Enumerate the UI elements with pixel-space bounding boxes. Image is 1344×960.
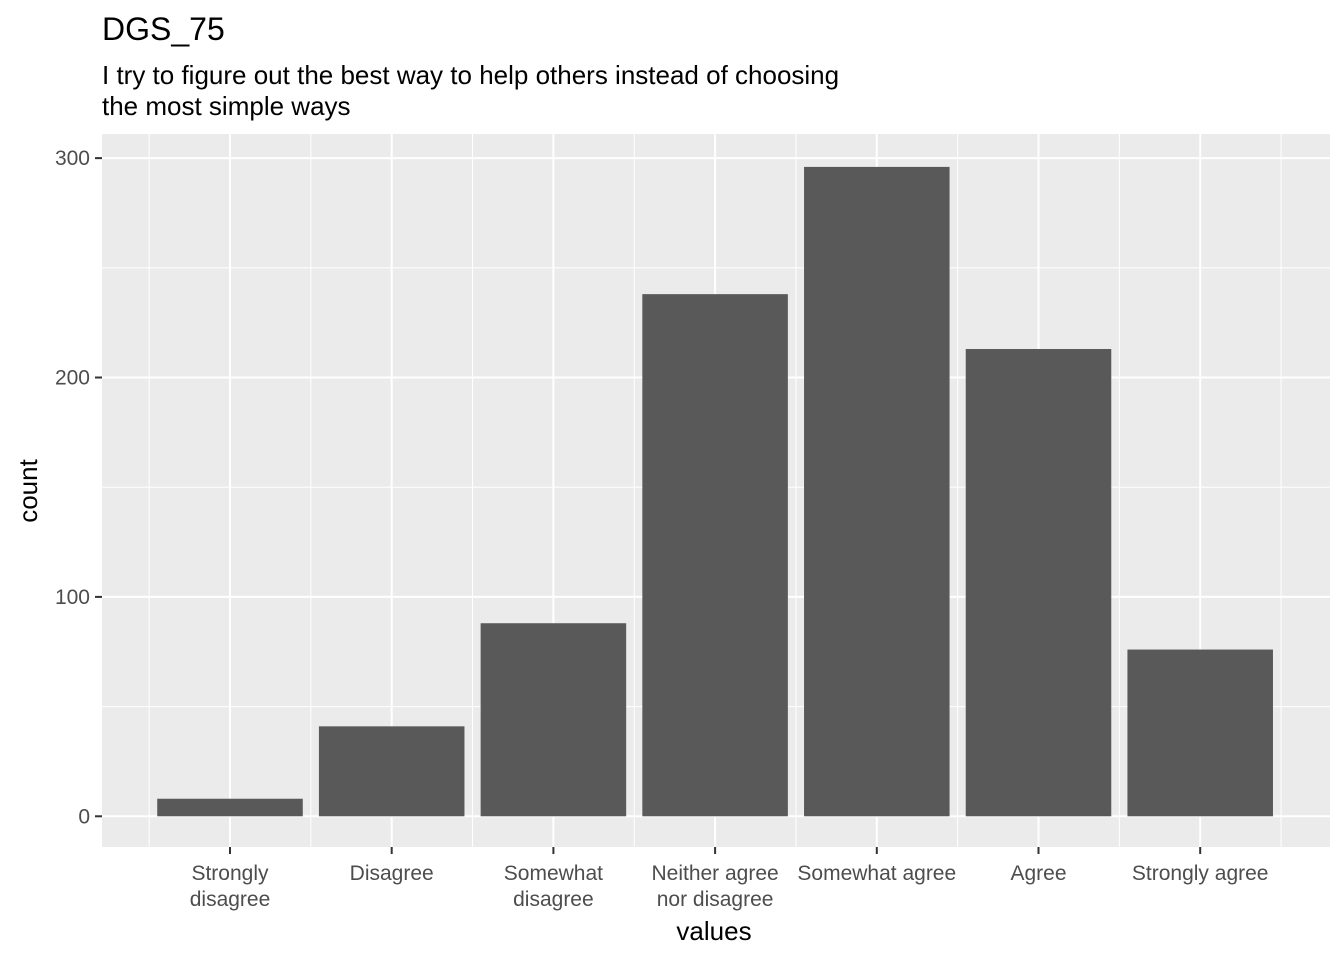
- y-tick-label: 200: [55, 367, 90, 390]
- x-tick-label: Neither agree nor disagree: [651, 862, 778, 911]
- bar: [318, 726, 465, 817]
- x-tick-label: Agree: [1010, 862, 1066, 885]
- x-axis-title: values: [676, 916, 751, 946]
- y-tick-label: 300: [55, 147, 90, 170]
- chart-subtitle-line-2: the most simple ways: [102, 91, 351, 121]
- x-tick-label: Strongly disagree: [190, 862, 271, 911]
- bar: [157, 798, 303, 817]
- chart-subtitle-line-1: I try to figure out the best way to help…: [102, 60, 839, 90]
- x-tick-label: Strongly agree: [1132, 862, 1269, 885]
- y-tick-label: 100: [55, 586, 90, 609]
- chart-title: DGS_75: [102, 11, 225, 47]
- bars-layer: [157, 166, 1273, 817]
- bar: [1127, 649, 1273, 817]
- x-tick-label: Somewhat agree: [797, 862, 956, 885]
- x-tick-label: Somewhat disagree: [504, 862, 603, 911]
- y-tick-label: 0: [78, 805, 90, 828]
- bar: [804, 166, 950, 817]
- bar: [480, 623, 627, 817]
- bar: [965, 348, 1112, 817]
- y-axis-title: count: [13, 458, 43, 522]
- bar: [642, 294, 788, 817]
- x-tick-label: Disagree: [350, 862, 434, 885]
- axis-layer: 0 100 200 300 Strongly disagree Disagree Somewh…: [55, 147, 1269, 911]
